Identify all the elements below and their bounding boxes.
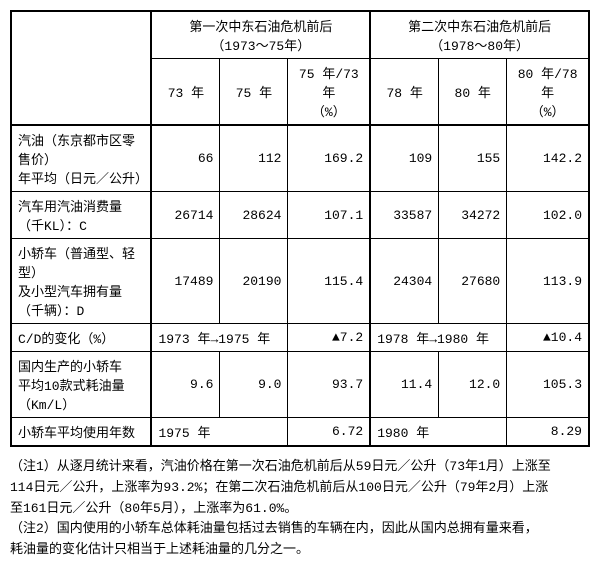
note1-line2: 114日元／公升，上涨率为93.2%；在第二次石油危机前后从100日元／公升（7… — [10, 478, 590, 499]
cell: 115.4 — [288, 239, 370, 324]
cell: 102.0 — [507, 192, 589, 239]
empty-corner — [11, 11, 151, 125]
cell: 93.7 — [288, 352, 370, 418]
col-80: 80 年 — [439, 59, 507, 126]
crisis2-title-l1: 第二次中东石油危机前后 — [377, 16, 582, 35]
col-75: 75 年 — [220, 59, 288, 126]
cell: 9.6 — [151, 352, 220, 418]
cell: 34272 — [439, 192, 507, 239]
cell: 1980 年 — [370, 418, 507, 447]
cell: 28624 — [220, 192, 288, 239]
cell: ▲10.4 — [507, 324, 589, 352]
note1-line1: （注1）从逐月统计来看，汽油价格在第一次石油危机前后从59日元／公升（73年1月… — [10, 457, 590, 478]
notes-section: （注1）从逐月统计来看，汽油价格在第一次石油危机前后从59日元／公升（73年1月… — [10, 457, 590, 561]
cell: 24304 — [370, 239, 439, 324]
cell: 8.29 — [507, 418, 589, 447]
cell: 27680 — [439, 239, 507, 324]
row-ownership-label: 小轿车（普通型、轻型） 及小型汽车拥有量 （千辆）：D — [11, 239, 151, 324]
cell: 155 — [439, 125, 507, 192]
cell: 1978 年→1980 年 — [370, 324, 507, 352]
cell: 9.0 — [220, 352, 288, 418]
note2-line1: （注2）国内使用的小轿车总体耗油量包括过去销售的车辆在内，因此从国内总拥有量来看… — [10, 519, 590, 540]
crisis1-title-l1: 第一次中东石油危机前后 — [158, 16, 363, 35]
note1-line3: 至161日元／公升（80年5月），上涨率为61.0%。 — [10, 499, 590, 520]
cell: 113.9 — [507, 239, 589, 324]
cell: 1973 年→1975 年 — [151, 324, 288, 352]
col-78: 78 年 — [370, 59, 439, 126]
crisis2-header: 第二次中东石油危机前后 （1978～80年） — [370, 11, 589, 59]
cell: 12.0 — [439, 352, 507, 418]
col-ratio2: 80 年/78 年 （%） — [507, 59, 589, 126]
cell: 26714 — [151, 192, 220, 239]
note2-line2: 耗油量的变化估计只相当于上述耗油量的几分之一。 — [10, 540, 590, 561]
cell: 11.4 — [370, 352, 439, 418]
crisis1-header: 第一次中东石油危机前后 （1973～75年） — [151, 11, 370, 59]
cell: 1975 年 — [151, 418, 288, 447]
cell: 66 — [151, 125, 220, 192]
row-years-label: 小轿车平均使用年数 — [11, 418, 151, 447]
cell: 112 — [220, 125, 288, 192]
cell: 105.3 — [507, 352, 589, 418]
crisis2-title-l2: （1978～80年） — [377, 35, 582, 54]
col-ratio1: 75 年/73 年 （%） — [288, 59, 370, 126]
row-cd-label: C/D的变化（%） — [11, 324, 151, 352]
crisis1-title-l2: （1973～75年） — [158, 35, 363, 54]
row-fuel-label: 国内生产的小轿车 平均10款式耗油量（Km/L） — [11, 352, 151, 418]
row-gasoline-label: 汽油（东京都市区零售价） 年平均（日元／公升） — [11, 125, 151, 192]
col-73: 73 年 — [151, 59, 220, 126]
cell: 33587 — [370, 192, 439, 239]
cell: 17489 — [151, 239, 220, 324]
cell: 109 — [370, 125, 439, 192]
cell: 20190 — [220, 239, 288, 324]
row-consumption-label: 汽车用汽油消费量 （千KL）：C — [11, 192, 151, 239]
cell: 142.2 — [507, 125, 589, 192]
cell: 107.1 — [288, 192, 370, 239]
cell: 169.2 — [288, 125, 370, 192]
cell: 6.72 — [288, 418, 370, 447]
oil-crisis-table: 第一次中东石油危机前后 （1973～75年） 第二次中东石油危机前后 （1978… — [10, 10, 590, 447]
cell: ▲7.2 — [288, 324, 370, 352]
